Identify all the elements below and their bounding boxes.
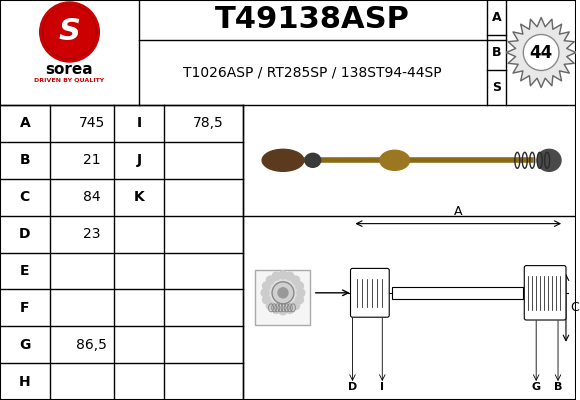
Text: G: G xyxy=(532,382,541,392)
Ellipse shape xyxy=(537,149,561,171)
Bar xyxy=(392,287,523,299)
Text: 21: 21 xyxy=(83,153,101,167)
Text: C: C xyxy=(20,190,30,204)
Circle shape xyxy=(296,282,303,290)
Text: A: A xyxy=(20,116,30,130)
Circle shape xyxy=(278,288,288,298)
Text: 86,5: 86,5 xyxy=(77,338,107,352)
Text: K: K xyxy=(133,190,144,204)
Circle shape xyxy=(39,2,99,62)
Ellipse shape xyxy=(305,153,321,167)
Circle shape xyxy=(279,271,287,279)
Text: S: S xyxy=(492,81,501,94)
Circle shape xyxy=(263,282,270,290)
Circle shape xyxy=(296,296,303,304)
Text: F: F xyxy=(20,301,30,315)
Circle shape xyxy=(261,289,269,297)
Circle shape xyxy=(266,276,274,284)
Circle shape xyxy=(523,34,559,70)
Text: I: I xyxy=(380,382,385,392)
Text: DRIVEN BY QUALITY: DRIVEN BY QUALITY xyxy=(34,78,104,82)
Text: 78,5: 78,5 xyxy=(193,116,224,130)
Circle shape xyxy=(272,272,280,280)
FancyBboxPatch shape xyxy=(524,266,566,320)
Text: 23: 23 xyxy=(83,227,100,241)
Circle shape xyxy=(266,302,274,310)
Circle shape xyxy=(292,276,300,284)
Circle shape xyxy=(286,272,294,280)
Ellipse shape xyxy=(264,274,302,312)
Text: A: A xyxy=(492,11,501,24)
Text: S: S xyxy=(59,18,81,46)
Text: B: B xyxy=(492,46,501,59)
Ellipse shape xyxy=(272,282,294,304)
Text: D: D xyxy=(348,382,357,392)
Text: A: A xyxy=(454,205,462,218)
Text: I: I xyxy=(136,116,142,130)
Circle shape xyxy=(286,306,294,314)
Text: sorea: sorea xyxy=(46,62,93,78)
Ellipse shape xyxy=(262,149,304,171)
Text: D: D xyxy=(19,227,31,241)
Text: 745: 745 xyxy=(79,116,105,130)
Text: 44: 44 xyxy=(530,44,553,62)
Text: 84: 84 xyxy=(83,190,101,204)
Text: T1026ASP / RT285SP / 138ST94-44SP: T1026ASP / RT285SP / 138ST94-44SP xyxy=(183,66,442,80)
Text: C: C xyxy=(570,301,579,314)
Circle shape xyxy=(292,302,300,310)
Circle shape xyxy=(263,296,270,304)
Text: G: G xyxy=(19,338,31,352)
Text: H: H xyxy=(19,374,31,388)
Text: E: E xyxy=(20,264,30,278)
Text: J: J xyxy=(136,153,142,167)
Circle shape xyxy=(297,289,305,297)
Polygon shape xyxy=(506,18,576,88)
Bar xyxy=(255,270,310,325)
Text: B: B xyxy=(554,382,562,392)
Circle shape xyxy=(272,306,280,314)
Ellipse shape xyxy=(380,150,409,170)
Text: B: B xyxy=(20,153,30,167)
Circle shape xyxy=(279,307,287,315)
FancyBboxPatch shape xyxy=(350,268,389,317)
Text: T49138ASP: T49138ASP xyxy=(215,6,410,34)
